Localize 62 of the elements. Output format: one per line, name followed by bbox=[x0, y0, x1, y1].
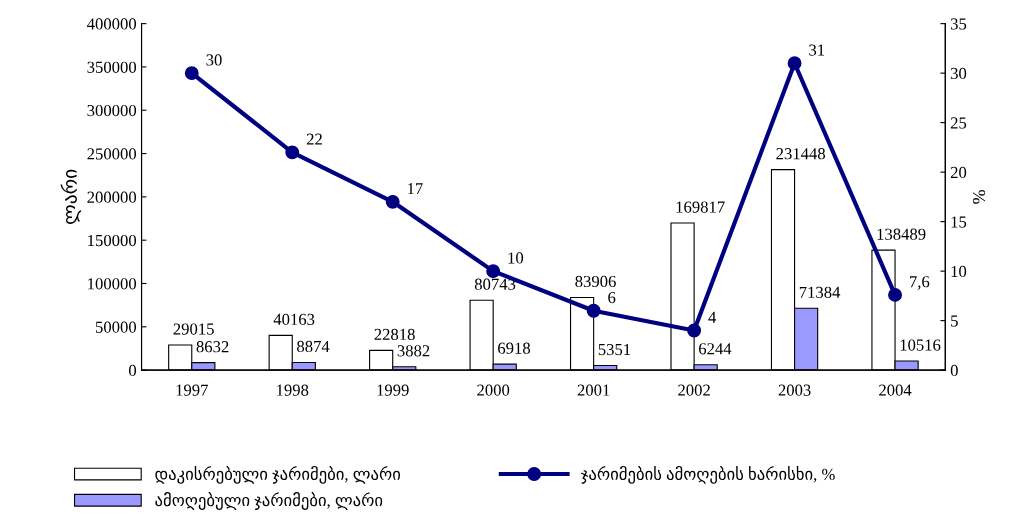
data-label: 5351 bbox=[598, 343, 631, 356]
x-tick-label: 1997 bbox=[176, 384, 208, 396]
x-tick-label: 2003 bbox=[778, 384, 811, 396]
data-label: 10516 bbox=[900, 339, 941, 351]
y2-tick-label: 10 bbox=[951, 265, 967, 278]
data-label: 138489 bbox=[877, 228, 926, 240]
y2-tick-label: 25 bbox=[950, 117, 967, 129]
data-label: 71384 bbox=[799, 286, 841, 298]
data-label: 10 bbox=[508, 252, 524, 264]
point bbox=[787, 56, 802, 71]
point bbox=[586, 303, 601, 318]
y2-tick-label: 15 bbox=[951, 216, 967, 228]
y-tick-label: 150000 bbox=[88, 234, 137, 247]
x-tick-label: 2000 bbox=[477, 384, 510, 396]
y2-tick-label: 30 bbox=[950, 67, 967, 80]
point bbox=[687, 323, 702, 338]
point bbox=[385, 194, 400, 209]
data-label: 80743 bbox=[474, 278, 516, 290]
data-label: 22 bbox=[306, 133, 322, 145]
y-tick-label: 350000 bbox=[87, 61, 137, 73]
data-label: 30 bbox=[206, 54, 222, 66]
y2-tick-label: 20 bbox=[950, 166, 967, 179]
data-label: 169817 bbox=[676, 201, 725, 213]
y-tick-label: 0 bbox=[128, 364, 137, 377]
y-tick-label: 200000 bbox=[87, 191, 137, 203]
y-tick-label: 50000 bbox=[95, 321, 137, 333]
data-label: 29015 bbox=[173, 323, 214, 335]
y-tick-label: 100000 bbox=[88, 278, 137, 290]
data-label: 83906 bbox=[575, 275, 616, 288]
data-label: 6 bbox=[608, 291, 616, 304]
data-label: 6918 bbox=[498, 342, 531, 354]
data-label: 3882 bbox=[397, 345, 430, 357]
data-label: 22818 bbox=[374, 328, 415, 341]
y-tick-label: 250000 bbox=[87, 148, 137, 160]
x-tick-label: 2001 bbox=[577, 384, 610, 396]
data-label: 8632 bbox=[196, 341, 229, 353]
data-label: 40163 bbox=[273, 313, 315, 325]
x-tick-label: 1998 bbox=[277, 384, 309, 396]
y2-axis-title: % bbox=[972, 189, 986, 204]
y2-tick-label: 0 bbox=[950, 364, 958, 377]
data-label: 4 bbox=[708, 311, 717, 323]
y-axis-title: ლარი bbox=[60, 169, 82, 224]
legend-label: დაკისრებული ჯარიმები, ლარი bbox=[155, 465, 401, 484]
y2-tick-label: 5 bbox=[951, 315, 958, 327]
legend-label: ჯარიმების ამოღების ხარისხი, % bbox=[581, 465, 835, 484]
data-label: 17 bbox=[408, 183, 423, 195]
point bbox=[285, 145, 300, 160]
y-tick-label: 400000 bbox=[87, 18, 137, 30]
y-tick-label: 300000 bbox=[87, 104, 137, 117]
x-tick-label: 2004 bbox=[879, 384, 912, 396]
x-tick-label: 1999 bbox=[377, 384, 409, 396]
point bbox=[184, 66, 199, 81]
data-label: 231448 bbox=[776, 148, 826, 160]
point bbox=[486, 264, 501, 279]
x-tick-label: 2002 bbox=[678, 384, 710, 396]
data-label: 6244 bbox=[699, 343, 732, 355]
y2-tick-label: 35 bbox=[950, 18, 967, 30]
data-label: 7,6 bbox=[910, 276, 930, 290]
point bbox=[888, 287, 902, 302]
data-label: 8874 bbox=[297, 340, 330, 353]
data-label: 31 bbox=[809, 44, 825, 56]
legend-label: ამოღებული ჯარიმები, ლარი bbox=[155, 492, 383, 510]
